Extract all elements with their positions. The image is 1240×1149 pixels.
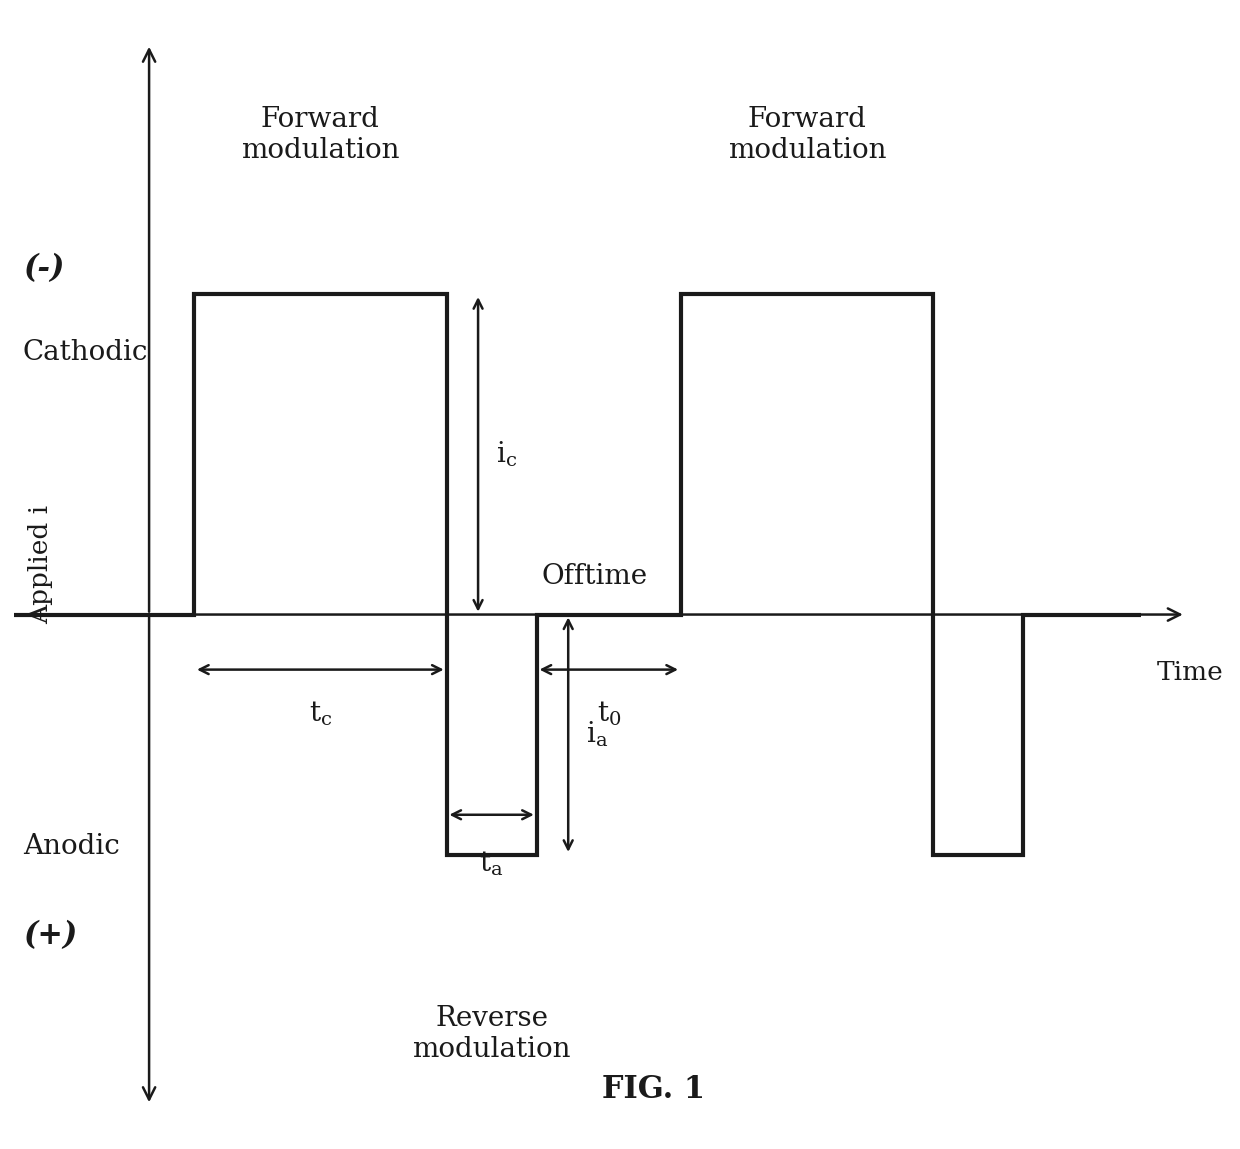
Text: Applied i: Applied i (29, 504, 53, 624)
Text: $\mathregular{t_0}$: $\mathregular{t_0}$ (596, 700, 621, 728)
Text: Time: Time (1157, 660, 1224, 685)
Text: $\mathregular{t_c}$: $\mathregular{t_c}$ (309, 700, 332, 728)
Text: Reverse
modulation: Reverse modulation (413, 1005, 570, 1063)
Text: $\mathregular{i_c}$: $\mathregular{i_c}$ (496, 440, 517, 469)
Text: Forward
modulation: Forward modulation (241, 106, 399, 164)
Text: $\mathregular{i_a}$: $\mathregular{i_a}$ (587, 720, 609, 749)
Text: Forward
modulation: Forward modulation (728, 106, 887, 164)
Text: Offtime: Offtime (541, 563, 647, 589)
Text: Anodic: Anodic (22, 833, 119, 859)
Text: Cathodic: Cathodic (22, 339, 149, 367)
Text: FIG. 1: FIG. 1 (603, 1074, 706, 1105)
Text: (-): (-) (22, 253, 64, 284)
Text: (+): (+) (22, 920, 77, 951)
Text: $\mathregular{t_a}$: $\mathregular{t_a}$ (480, 850, 503, 878)
